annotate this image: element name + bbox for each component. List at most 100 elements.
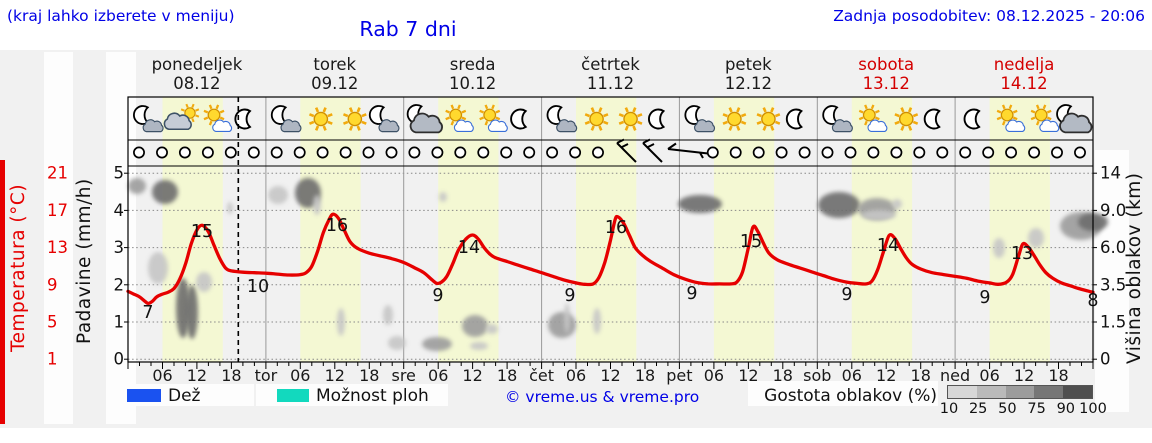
x-day-label: pet [666,366,692,385]
weather-icon-moon-cloud [822,105,853,133]
x-hour-label: 06 [842,366,862,385]
weather-icon-sun [342,107,367,131]
day-name: sobota [858,55,915,74]
temp-tick: 17 [47,201,68,220]
x-hour-label: 06 [566,366,586,385]
weather-icon-moon [510,108,528,130]
weather-icon-moon-cloud [368,105,400,133]
x-hour-label: 18 [497,366,517,385]
temp-value-label: 9 [564,286,575,306]
temp-value-label: 14 [458,238,480,258]
day-header-sobota: sobota 13.12 [858,55,914,93]
temp-value-label: 9 [979,288,990,308]
day-date: 13.12 [862,74,910,93]
day-header-nedelja: nedelja 14.12 [994,55,1055,93]
temp-axis-strip [44,52,73,424]
density-tick: 10 [939,401,959,417]
density-segment [1063,386,1092,398]
weather-icon-sun-cloud [445,104,474,132]
weather-icon-moon-bigcloud [406,104,443,134]
weather-icon-moon-bigcloud [1056,104,1093,134]
temp-value-label: 10 [247,277,269,297]
copyright-link[interactable]: © vreme.us & vreme.pro [505,388,700,406]
cloud-density-label: Gostota oblakov (%) [764,386,937,406]
cloud-tick: 0 [1100,350,1111,369]
weather-icon-cloud-sun [163,103,200,131]
weather-icon-moon-cloud [684,105,716,133]
location-hint: (kraj lahko izberete v meniju) [7,7,235,25]
x-hour-label: 12 [738,366,758,385]
temperature-curve [126,212,1095,306]
x-hour-label: 18 [911,366,931,385]
weather-icon-sun [618,107,643,131]
weather-icon-moon [648,108,666,130]
cloud-tick: 14 [1100,164,1121,183]
temp-value-label: 13 [1011,244,1033,264]
x-hour-label: 06 [152,366,172,385]
x-hour-label: 06 [979,366,999,385]
temp-tick: 13 [47,238,68,257]
density-tick: 90 [1056,401,1076,417]
day-header-petek: petek 12.12 [725,55,772,93]
page-title: Rab 7 dni [359,17,457,41]
density-segment [948,386,977,398]
x-hour-label: 12 [600,366,620,385]
day-date: 12.12 [724,74,772,93]
day-name: sreda [449,55,496,74]
weather-icon-sun-cloud [479,104,508,132]
day-name: nedelja [993,55,1055,74]
cloud-tick: 3.5 [1100,275,1126,294]
day-name: petek [724,55,772,74]
day-date: 10.12 [449,74,497,93]
cloud-tick: 6.0 [1100,238,1126,257]
temp-value-label: 14 [877,236,899,256]
showers-legend-swatch [277,389,309,402]
x-day-label: tor [255,366,278,385]
density-tick: 100 [1079,401,1107,417]
x-hour-label: 12 [1014,366,1034,385]
cloud-axis-strip [1095,150,1129,412]
day-date: 14.12 [1000,74,1048,93]
temp-value-label: 7 [142,303,153,323]
day-name: ponedeljek [151,55,243,74]
weather-icon-sun-cloud [1030,104,1060,132]
density-tick: 50 [998,401,1017,417]
density-segment [976,386,1006,398]
weather-icon-sun-cloud [858,104,888,132]
x-hour-label: 06 [428,366,448,385]
rain-legend-swatch [127,389,161,402]
day-date: 09.12 [311,74,359,93]
cloud-density-gradient-bar [947,385,1093,399]
day-date: 08.12 [173,74,221,93]
weather-icon-moon [785,108,803,130]
day-header-sreda: sreda 10.12 [449,55,496,93]
x-day-label: sob [803,366,831,385]
weather-icon-sun [722,107,747,131]
x-hour-label: 06 [704,366,724,385]
precip-tick: 4 [114,201,125,220]
temp-value-label: 9 [686,284,697,304]
x-day-label: sre [391,366,415,385]
x-hour-label: 12 [187,366,207,385]
temp-tick: 1 [47,350,58,369]
precip-tick: 2 [114,275,125,294]
weather-icon-sun [584,107,609,131]
day-header-torek: torek 09.12 [311,55,358,93]
weather-icon-moon [234,108,252,130]
density-segment [1005,386,1035,398]
x-hour-label: 18 [1048,366,1068,385]
x-hour-label: 18 [635,366,655,385]
x-day-label: ned [940,366,970,385]
cloud-tick: 9.0 [1100,201,1126,220]
weather-icon-sun-cloud [203,104,233,132]
temp-value-label: 9 [432,286,443,306]
weather-icon-moon-cloud [546,105,578,133]
temp-tick: 9 [47,275,58,294]
weather-icon-sun [756,107,781,131]
left-edge-red-bar [0,160,5,424]
x-hour-label: 06 [290,366,310,385]
showers-legend-label: Možnost ploh [316,386,429,406]
day-name: četrtek [581,55,640,74]
precip-tick: 3 [114,238,125,257]
